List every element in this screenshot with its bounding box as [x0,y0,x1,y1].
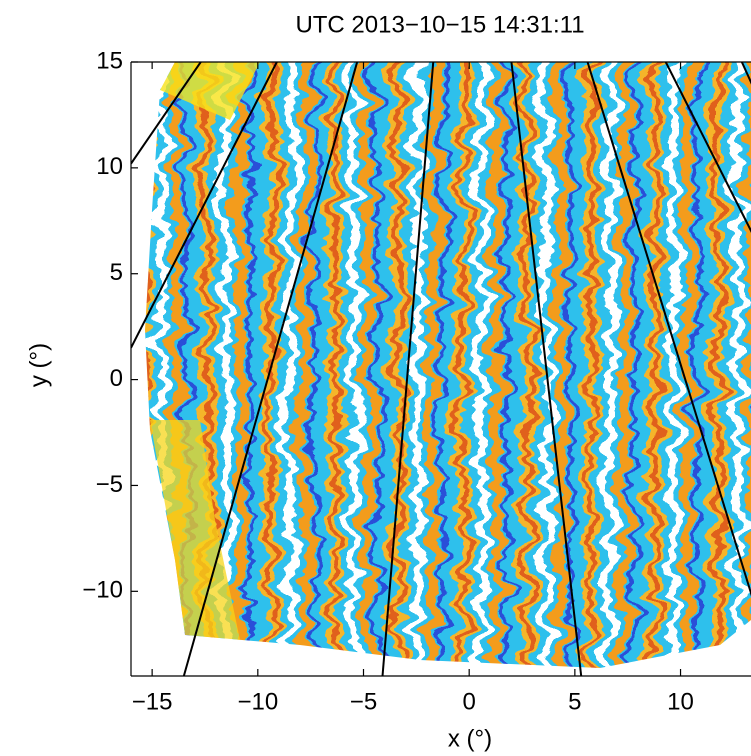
line [131,62,278,349]
line [381,62,435,676]
x-tick-label: 5 [568,688,581,715]
x-axis-label: x (°) [448,725,492,752]
line [586,62,751,597]
line [131,62,202,165]
x-tick-label: −15 [132,688,173,715]
y-tick-label: 10 [96,153,123,180]
y-tick-label: 5 [110,259,123,286]
y-tick-label: −5 [96,471,123,498]
x-tick-label: 10 [667,688,694,715]
line [664,62,751,233]
y-tick-label: −10 [82,577,123,604]
y-tick-label: 0 [110,365,123,392]
y-tick-label: 15 [96,47,123,74]
y-axis-label: y (°) [25,343,52,387]
x-tick-label: −5 [350,688,377,715]
line [182,62,359,676]
x-tick-label: 0 [462,688,475,715]
line [510,62,583,676]
chart-title: UTC 2013−10−15 14:31:11 [295,11,584,38]
x-tick-label: −10 [237,688,278,715]
image-field [145,62,751,668]
